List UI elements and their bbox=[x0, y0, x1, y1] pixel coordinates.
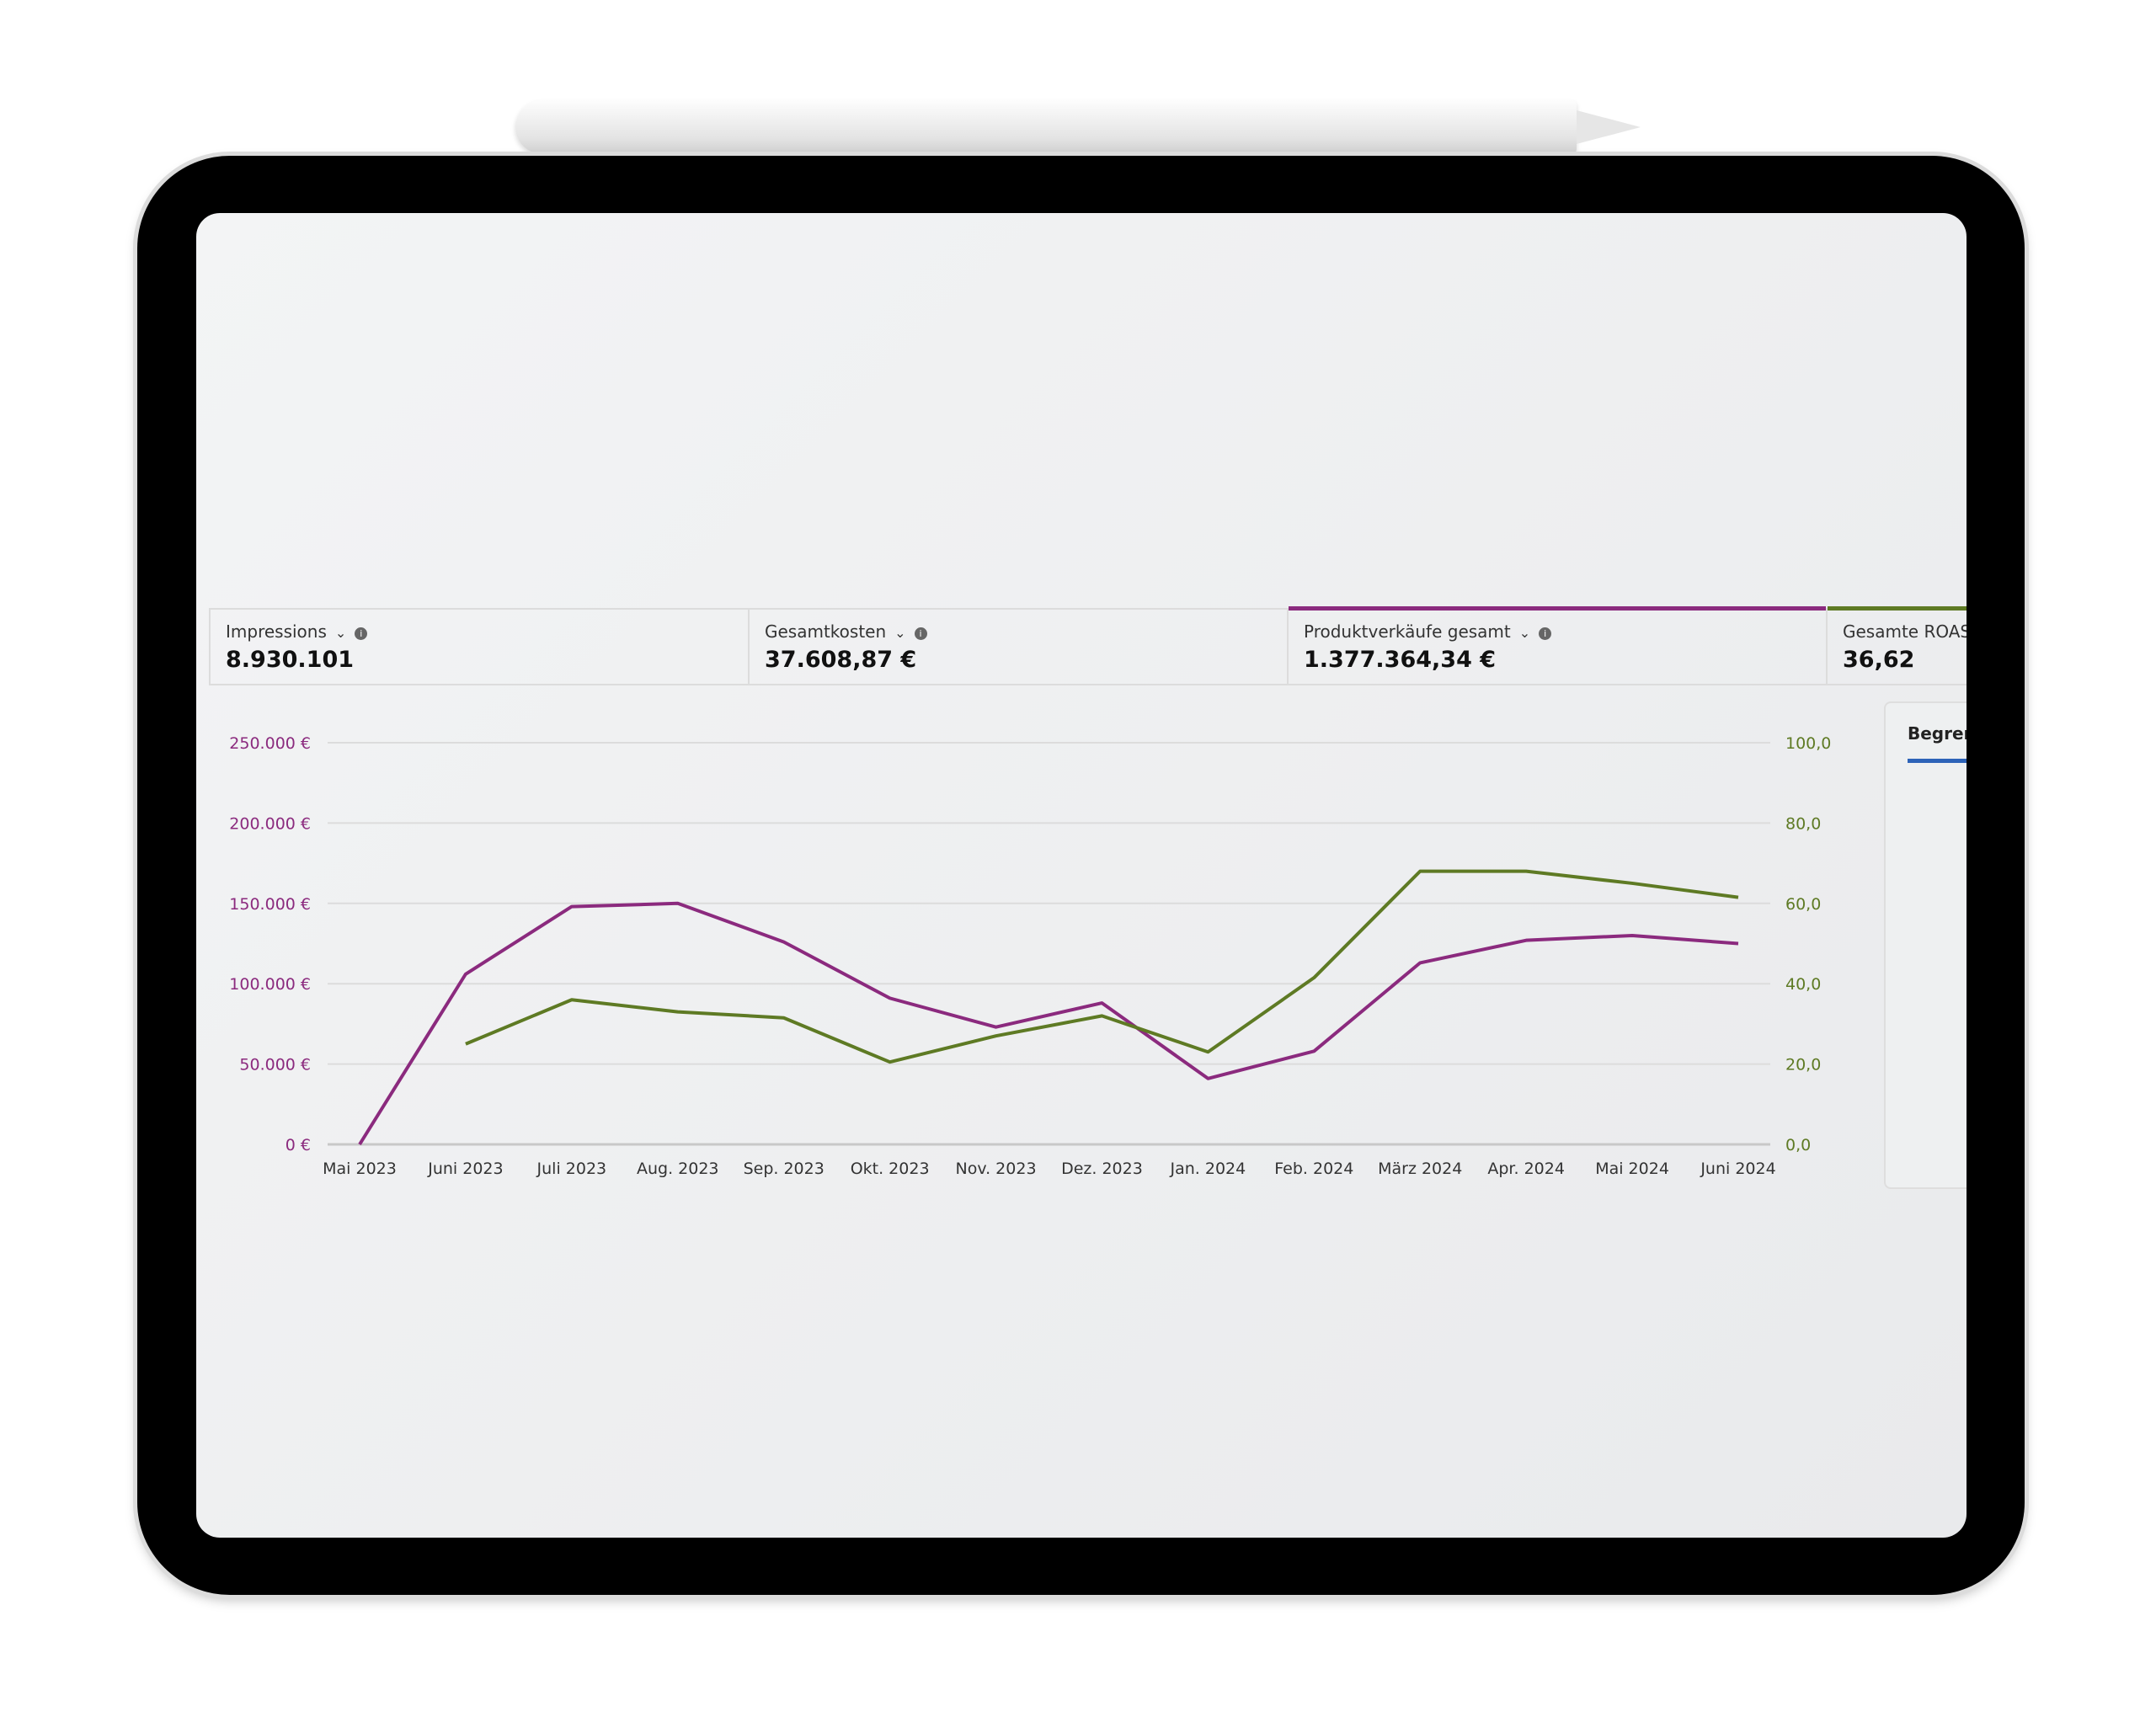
tab-begrenzung[interactable]: Begren bbox=[1908, 723, 1967, 744]
x-tick-label: März 2024 bbox=[1378, 1160, 1462, 1178]
info-icon[interactable]: i bbox=[355, 627, 368, 640]
y-left-tick-label: 250.000 € bbox=[229, 734, 311, 753]
pencil-tip bbox=[1577, 110, 1641, 144]
tablet-screen: Impressions ⌄ i 8.930.101 Gesamtkosten ⌄ i 3… bbox=[196, 213, 1967, 1538]
y-right-tick-label: 60,0 bbox=[1785, 895, 1821, 914]
x-tick-label: Juni 2023 bbox=[427, 1160, 503, 1178]
info-icon[interactable]: i bbox=[1539, 627, 1552, 640]
y-right-tick-label: 0,0 bbox=[1785, 1136, 1811, 1154]
active-tab-underline bbox=[1908, 759, 1967, 763]
metric-selector-row: Impressions ⌄ i 8.930.101 Gesamtkosten ⌄ i 3… bbox=[209, 606, 1967, 685]
metric-value: 1.377.364,34 € bbox=[1304, 647, 1497, 673]
metric-gesamtkosten[interactable]: Gesamtkosten ⌄ i 37.608,87 € bbox=[748, 610, 1287, 684]
x-tick-label: Sep. 2023 bbox=[744, 1160, 825, 1178]
y-right-tick-label: 40,0 bbox=[1785, 975, 1821, 994]
y-right-tick-label: 20,0 bbox=[1785, 1056, 1821, 1074]
metric-roas[interactable]: Gesamte ROAS 36,62 bbox=[1826, 606, 1967, 684]
x-tick-label: Apr. 2024 bbox=[1487, 1160, 1565, 1178]
x-tick-label: Dez. 2023 bbox=[1061, 1160, 1143, 1178]
apple-pencil bbox=[515, 100, 1577, 154]
x-tick-label: Feb. 2024 bbox=[1274, 1160, 1353, 1178]
y-left-tick-label: 50.000 € bbox=[239, 1056, 311, 1074]
metric-impressions[interactable]: Impressions ⌄ i 8.930.101 bbox=[209, 610, 748, 684]
metric-label: Produktverkäufe gesamt bbox=[1304, 621, 1511, 642]
x-tick-label: Aug. 2023 bbox=[637, 1160, 719, 1178]
chevron-down-icon[interactable]: ⌄ bbox=[334, 625, 347, 641]
metric-label: Gesamtkosten bbox=[765, 621, 887, 642]
info-icon[interactable]: i bbox=[914, 627, 927, 640]
y-right-tick-label: 100,0 bbox=[1785, 734, 1831, 753]
x-tick-label: Juli 2023 bbox=[536, 1160, 607, 1178]
side-panel: Begren bbox=[1884, 701, 1967, 1189]
y-left-tick-label: 0 € bbox=[286, 1136, 311, 1154]
selected-indicator bbox=[1828, 606, 1967, 611]
x-tick-label: Mai 2024 bbox=[1595, 1160, 1669, 1178]
line-chart: 0 € 0,0 50.000 € 20,0 100.000 € 40,0 150.000 €… bbox=[229, 734, 1831, 1178]
x-tick-label: Okt. 2023 bbox=[851, 1160, 930, 1178]
selected-indicator bbox=[1289, 606, 1826, 611]
chevron-down-icon[interactable]: ⌄ bbox=[1518, 625, 1531, 641]
metric-label: Gesamte ROAS bbox=[1843, 621, 1967, 642]
metric-produktverkaeufe[interactable]: Produktverkäufe gesamt ⌄ i 1.377.364,34 € bbox=[1287, 606, 1826, 684]
y-left-tick-label: 150.000 € bbox=[229, 895, 311, 914]
y-left-tick-label: 100.000 € bbox=[229, 975, 311, 994]
series-line-left bbox=[358, 901, 1739, 1146]
x-tick-label: Juni 2024 bbox=[1700, 1160, 1775, 1178]
metric-label: Impressions bbox=[226, 621, 327, 642]
metric-value: 36,62 bbox=[1843, 647, 1915, 673]
metric-value: 8.930.101 bbox=[226, 647, 355, 673]
series-line-right bbox=[465, 869, 1739, 1064]
y-left-tick-label: 200.000 € bbox=[229, 814, 311, 833]
x-tick-label: Jan. 2024 bbox=[1170, 1160, 1246, 1178]
y-right-tick-label: 80,0 bbox=[1785, 814, 1821, 833]
chevron-down-icon[interactable]: ⌄ bbox=[894, 625, 906, 641]
x-tick-label: Mai 2023 bbox=[323, 1160, 397, 1178]
metric-value: 37.608,87 € bbox=[765, 647, 917, 673]
x-tick-label: Nov. 2023 bbox=[956, 1160, 1037, 1178]
